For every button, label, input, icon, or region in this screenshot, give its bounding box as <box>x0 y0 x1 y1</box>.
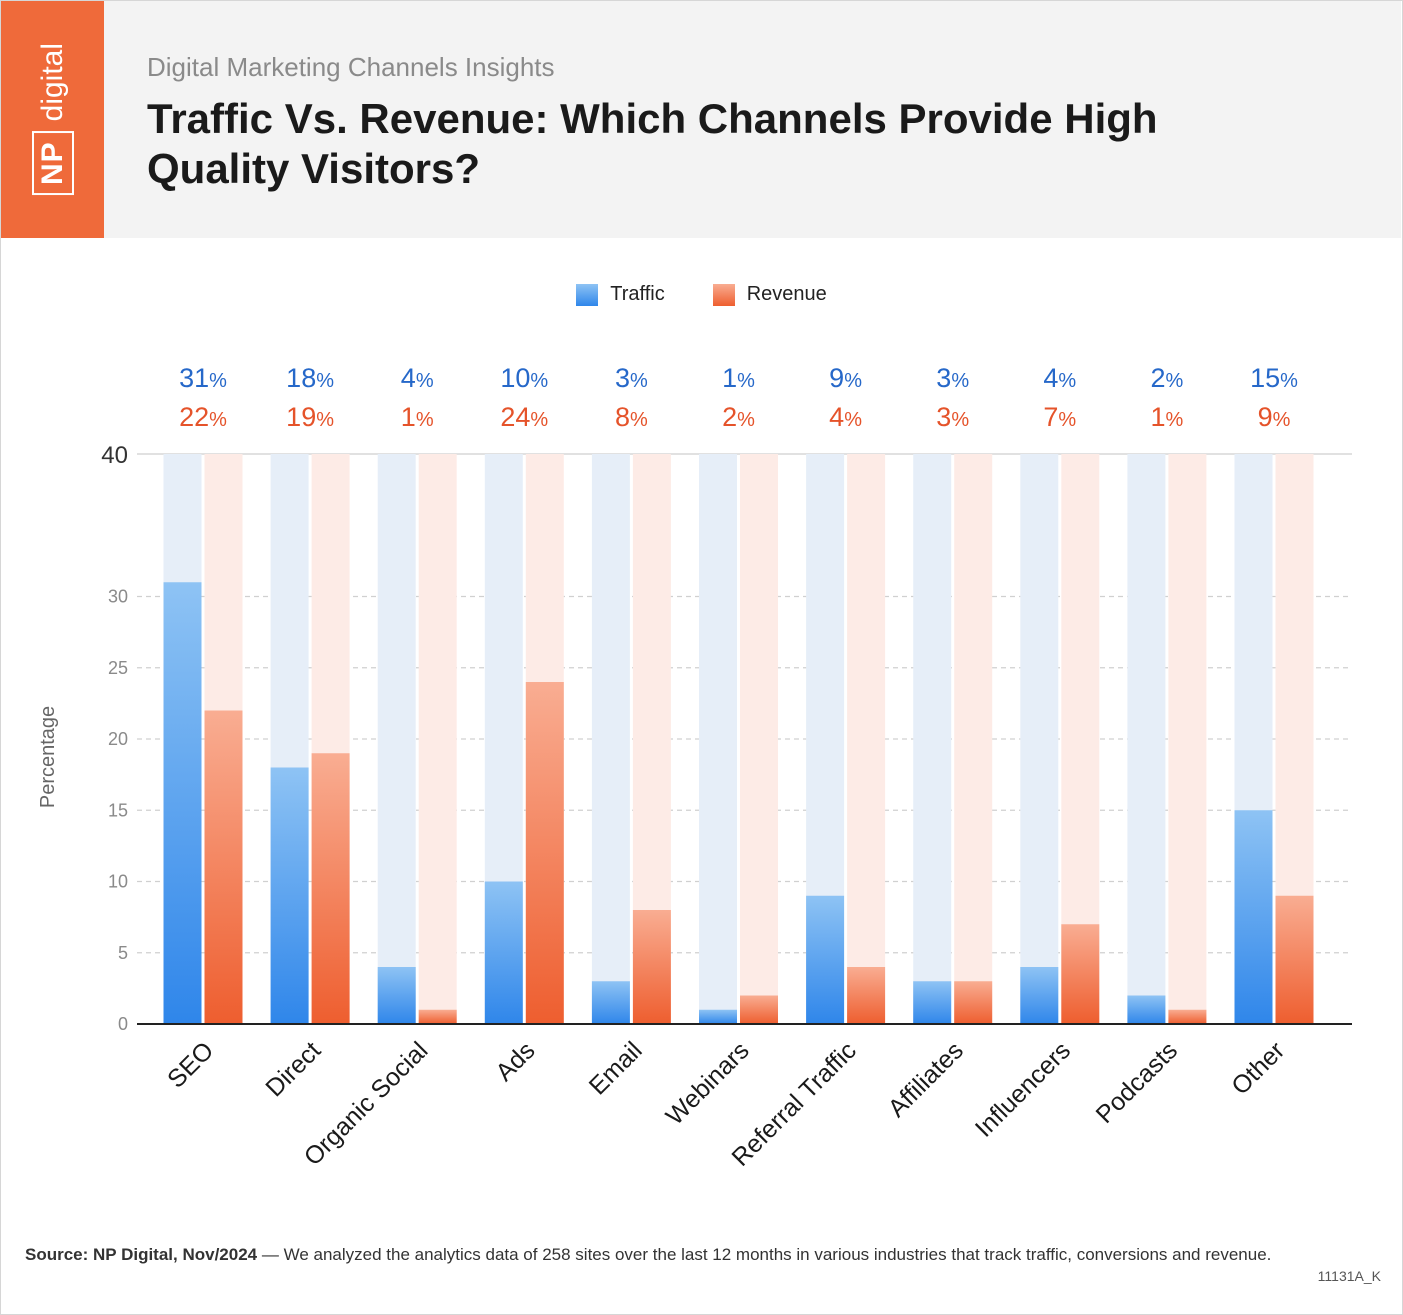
traffic-value-label: 4% <box>1043 363 1076 393</box>
traffic-bar <box>699 1009 737 1024</box>
revenue-bar-track <box>954 454 993 1024</box>
revenue-value-label: 1% <box>1150 402 1183 432</box>
legend-swatch-revenue <box>712 283 735 306</box>
source-text: — We analyzed the analytics data of 258 … <box>261 1245 1272 1264</box>
chart-subtitle: Digital Marketing Channels Insights <box>147 52 555 82</box>
revenue-value-label: 3% <box>936 402 969 432</box>
logo-word: digital <box>36 42 69 122</box>
traffic-bar <box>377 967 416 1024</box>
revenue-value-label: 19% <box>286 402 334 432</box>
chart-code: 11131A_K <box>1317 1268 1381 1284</box>
source-name: NP Digital, Nov/2024 <box>93 1245 258 1264</box>
traffic-value-label: 10% <box>500 363 548 393</box>
traffic-bar <box>1020 967 1059 1024</box>
legend-item-revenue: Revenue <box>712 283 827 306</box>
x-category-label: Podcasts <box>1091 1036 1184 1129</box>
traffic-value-label: 9% <box>829 363 862 393</box>
revenue-value-label: 22% <box>179 402 227 432</box>
revenue-bar <box>311 753 350 1024</box>
logo-np: NP <box>32 131 74 196</box>
traffic-bar-track <box>913 454 952 1024</box>
traffic-bar-track <box>591 454 630 1024</box>
traffic-value-label: 15% <box>1250 363 1298 393</box>
revenue-bar-track <box>418 454 457 1024</box>
revenue-bar-track <box>1168 454 1207 1024</box>
legend-swatch-traffic <box>576 283 599 306</box>
legend-label-traffic: Traffic <box>610 283 665 305</box>
x-category-label: Influencers <box>970 1036 1076 1142</box>
revenue-bar <box>1275 895 1314 1024</box>
traffic-bar <box>270 767 309 1024</box>
revenue-bar <box>1061 924 1100 1024</box>
y-tick-label: 5 <box>118 943 128 963</box>
traffic-bar <box>163 582 202 1024</box>
revenue-value-label: 9% <box>1258 402 1291 432</box>
y-tick-label: 25 <box>108 658 128 678</box>
traffic-value-label: 3% <box>936 363 969 393</box>
legend-label-revenue: Revenue <box>746 283 827 305</box>
revenue-value-label: 2% <box>722 402 755 432</box>
y-tick-label: 20 <box>108 729 128 749</box>
revenue-value-label: 7% <box>1043 402 1076 432</box>
chart-legend: Traffic Revenue <box>0 283 1403 306</box>
revenue-bar <box>204 710 243 1024</box>
traffic-value-label: 31% <box>179 363 227 393</box>
x-category-label: Ads <box>490 1036 540 1086</box>
revenue-value-label: 4% <box>829 402 862 432</box>
traffic-bar <box>591 981 630 1024</box>
x-category-label: Email <box>584 1036 648 1100</box>
y-tick-label: 10 <box>108 872 128 892</box>
revenue-bar <box>1168 1009 1207 1024</box>
revenue-bar <box>525 682 564 1024</box>
traffic-value-label: 2% <box>1150 363 1183 393</box>
brand-logo: NP digital <box>1 1 104 238</box>
revenue-bar <box>740 995 778 1024</box>
source-label: Source: <box>25 1245 89 1264</box>
traffic-bar-track <box>1127 454 1166 1024</box>
traffic-bar <box>1127 995 1166 1024</box>
x-category-label: Direct <box>260 1036 326 1102</box>
revenue-bar <box>847 967 886 1024</box>
revenue-bar <box>418 1009 457 1024</box>
traffic-bar <box>1234 810 1273 1024</box>
revenue-value-label: 1% <box>401 402 434 432</box>
x-category-label: Other <box>1226 1036 1290 1100</box>
header-band <box>1 1 1401 238</box>
traffic-bar <box>913 981 952 1024</box>
traffic-bar-track <box>377 454 416 1024</box>
bar-chart: 0 5 10 15 20 25 30 40 Percentage 31% 22% SEO 18% 19%… <box>37 363 1352 1172</box>
x-category-label: Webinars <box>661 1036 755 1130</box>
traffic-bar <box>484 881 523 1024</box>
revenue-bar-track <box>740 454 778 1024</box>
traffic-value-label: 4% <box>401 363 434 393</box>
legend-item-traffic: Traffic <box>576 283 665 306</box>
traffic-value-label: 18% <box>286 363 334 393</box>
traffic-bar-track <box>699 454 737 1024</box>
revenue-value-label: 8% <box>615 402 648 432</box>
revenue-bar-track <box>847 454 886 1024</box>
y-tick-label: 0 <box>118 1014 128 1034</box>
revenue-bar <box>632 910 671 1024</box>
revenue-bar <box>954 981 993 1024</box>
traffic-value-label: 3% <box>615 363 648 393</box>
revenue-value-label: 24% <box>500 402 548 432</box>
y-tick-label: 30 <box>108 587 128 607</box>
traffic-bar-track <box>1020 454 1059 1024</box>
y-tick-label: 40 <box>101 442 128 469</box>
y-axis-title: Percentage <box>37 706 59 808</box>
chart-title: Traffic Vs. Revenue: Which Channels Prov… <box>147 95 1158 192</box>
y-tick-label: 15 <box>108 800 128 820</box>
source-footnote: Source: NP Digital, Nov/2024 — We analyz… <box>25 1244 1275 1265</box>
traffic-bar <box>806 895 845 1024</box>
x-category-label: Affiliates <box>883 1036 969 1122</box>
traffic-value-label: 1% <box>722 363 755 393</box>
x-category-label: SEO <box>162 1036 219 1093</box>
